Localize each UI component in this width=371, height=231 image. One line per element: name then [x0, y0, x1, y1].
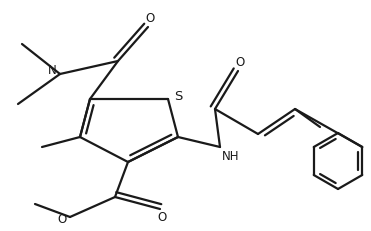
Text: O: O — [235, 55, 244, 68]
Text: O: O — [157, 211, 167, 224]
Text: S: S — [174, 89, 182, 102]
Text: NH: NH — [222, 149, 240, 162]
Text: O: O — [145, 12, 155, 24]
Text: O: O — [58, 213, 67, 225]
Text: N: N — [47, 64, 56, 77]
